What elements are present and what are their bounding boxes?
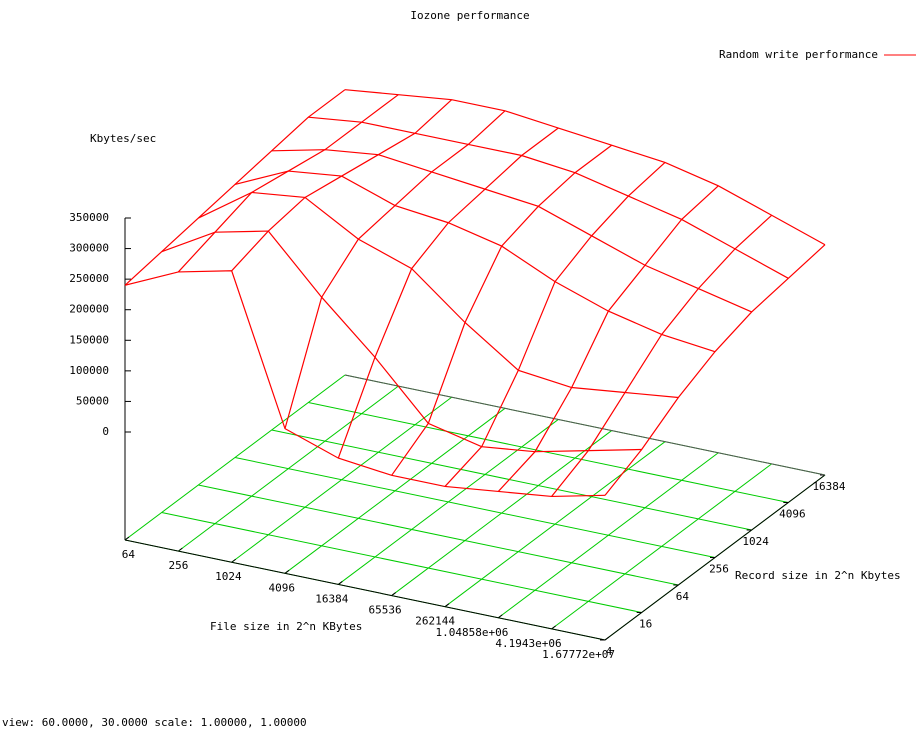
z-tick-label: 100000 (69, 364, 109, 377)
x-tick-label: 65536 (369, 604, 402, 617)
x-tick (551, 625, 556, 630)
x-tick (338, 581, 343, 585)
surface-column (177, 94, 399, 273)
z-tick-label: 150000 (69, 333, 109, 346)
grid-line (271, 429, 752, 531)
base-edge (344, 374, 826, 476)
x-axis-label: File size in 2^n KBytes (210, 620, 362, 633)
x-tick-label: 1.04858e+06 (435, 626, 508, 639)
x-tick-label: 256 (168, 559, 188, 572)
grid-line (161, 512, 642, 613)
grid-line (308, 402, 789, 503)
x-tick-label: 4096 (269, 581, 296, 594)
y-tick-label: 256 (709, 563, 729, 576)
surface-column (497, 185, 719, 492)
x-tick (391, 592, 396, 596)
chart-title: Iozone performance (410, 9, 529, 22)
y-tick-label: 4 (606, 645, 613, 658)
grid-line (198, 484, 679, 586)
surface-column (551, 214, 773, 497)
surface-column (604, 244, 826, 496)
legend-label: Random write performance (719, 48, 878, 61)
y-tick-label: 16384 (812, 480, 845, 493)
x-tick-label: 64 (122, 548, 136, 561)
surface-row (271, 149, 752, 313)
z-tick-label: 350000 (69, 211, 109, 224)
x-tick (498, 614, 503, 619)
x-tick (124, 536, 130, 541)
z-tick-label: 200000 (69, 303, 109, 316)
x-axis (124, 474, 826, 641)
surface-column (337, 127, 559, 459)
x-tick-label: 262144 (415, 615, 455, 628)
surface-row (308, 116, 789, 279)
x-tick-label: 4.1943e+06 (495, 637, 561, 650)
surface-row (234, 170, 716, 353)
y-tick-label: 4096 (779, 508, 806, 521)
z-tick-label: 250000 (69, 272, 109, 285)
surface-column (391, 144, 613, 476)
x-tick (178, 547, 183, 552)
surface-column (231, 99, 453, 272)
surface-column (284, 110, 506, 429)
surface-row (161, 230, 642, 453)
surface-column (124, 89, 346, 286)
surface-row (124, 270, 606, 498)
y-tick-label: 16 (639, 618, 652, 631)
grid-line (234, 457, 716, 558)
z-tick-label: 50000 (76, 394, 109, 407)
surface-row (344, 89, 826, 246)
y-tick-label: 64 (676, 590, 690, 603)
x-tick-label: 1024 (215, 570, 242, 583)
y-tick-label: 1024 (742, 535, 769, 548)
x-tick-label: 16384 (315, 592, 348, 605)
x-tick-label: 1.67772e+07 (542, 648, 615, 661)
z-tick-label: 0 (102, 425, 109, 438)
x-tick (284, 569, 290, 574)
z-axis-label: Kbytes/sec (90, 132, 156, 145)
x-tick (231, 558, 236, 563)
y-axis-label: Record size in 2^n Kbytes (735, 569, 901, 582)
surface-row (198, 191, 679, 399)
x-tick (444, 603, 450, 608)
surface-column (444, 162, 666, 487)
z-tick-label: 300000 (69, 242, 109, 255)
status-line: view: 60.0000, 30.0000 scale: 1.00000, 1… (2, 716, 307, 729)
